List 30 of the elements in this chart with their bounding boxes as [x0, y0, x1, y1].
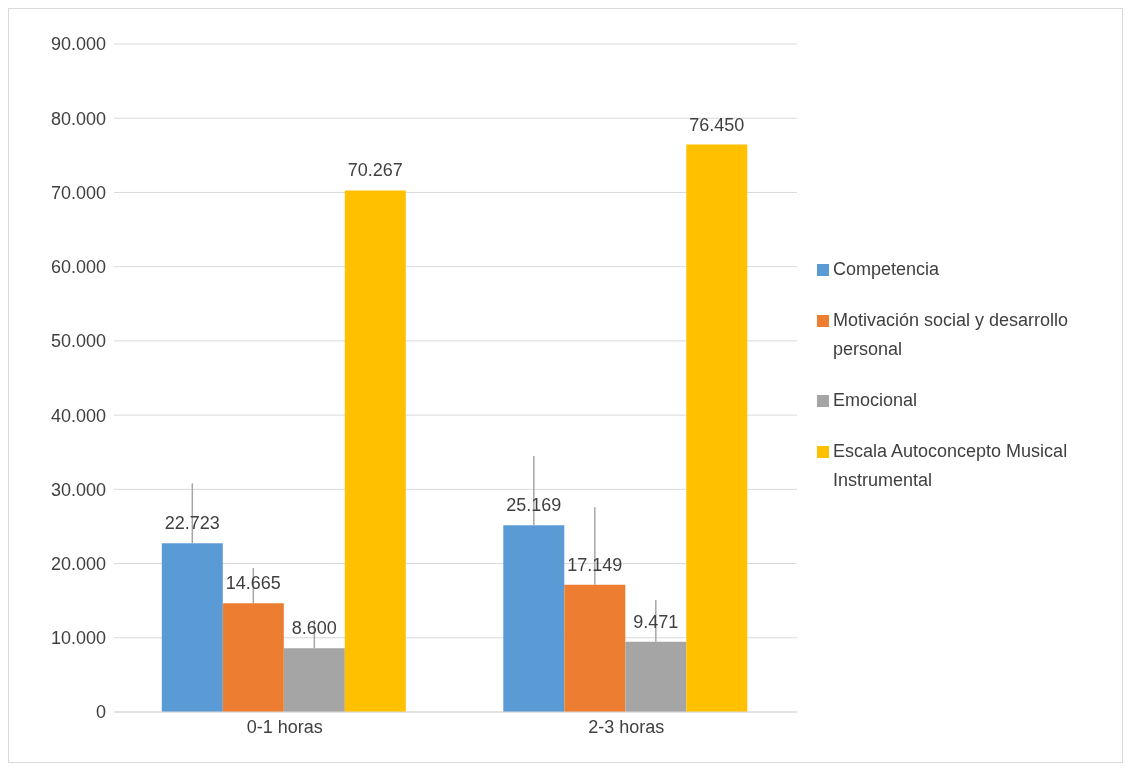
x-tick-label: 2-3 horas — [588, 716, 665, 737]
legend-label: Competencia — [833, 257, 940, 281]
y-tick-label: 90.000 — [50, 34, 106, 55]
y-tick-label: 30.000 — [50, 479, 106, 500]
legend-label: Motivación social y desarrollo personal — [833, 308, 1070, 361]
data-label: 9.471 — [633, 611, 679, 632]
data-label: 70.267 — [347, 160, 403, 181]
data-label: 14.665 — [225, 573, 281, 594]
bar — [222, 603, 284, 712]
data-label: 22.723 — [164, 513, 220, 534]
bar — [344, 190, 406, 712]
legend-label: Emocional — [833, 388, 918, 412]
y-tick-label: 60.000 — [50, 257, 106, 278]
data-label: 76.450 — [689, 114, 745, 135]
bar — [503, 525, 565, 712]
y-tick-label: 40.000 — [50, 405, 106, 426]
legend-label: Escala Autoconcepto Musical Instrumental — [833, 439, 1069, 492]
y-tick-label: 10.000 — [50, 628, 106, 649]
bar — [686, 144, 748, 712]
y-tick-label: 80.000 — [50, 108, 106, 129]
x-tick-label: 0-1 horas — [246, 716, 323, 737]
data-label: 8.600 — [291, 618, 337, 639]
data-label: 25.169 — [506, 495, 562, 516]
y-tick-label: 70.000 — [50, 182, 106, 203]
bar — [161, 543, 223, 712]
y-tick-label: 0 — [95, 702, 106, 723]
data-label: 17.149 — [567, 554, 623, 575]
bar — [564, 584, 626, 712]
y-tick-label: 20.000 — [50, 553, 106, 574]
y-tick-label: 50.000 — [50, 331, 106, 352]
